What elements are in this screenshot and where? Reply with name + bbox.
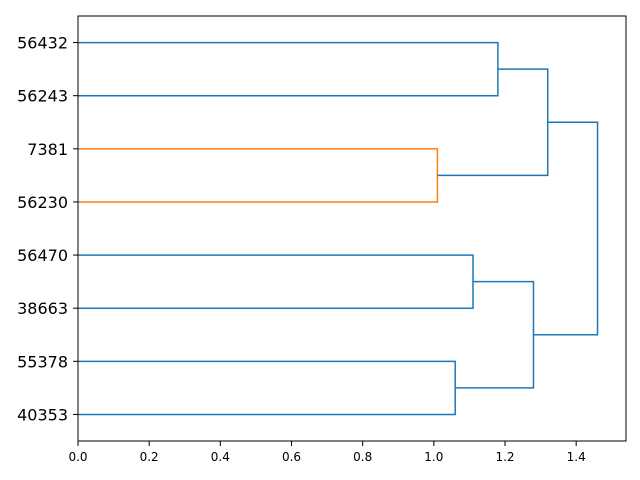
leaf-label: 7381 [27,140,68,159]
dendrogram-link [533,121,599,336]
links-layer [78,41,599,416]
leaf-label: 56470 [17,246,68,265]
x-tick-label: 0.8 [353,450,372,464]
leaf-label: 56243 [17,87,68,106]
dendrogram-link [78,254,474,309]
x-tick-label: 1.4 [567,450,586,464]
dendrogram-link [78,360,456,416]
dendrogram-link [455,280,535,389]
dendrogram-link [78,41,499,97]
leaf-label: 40353 [17,405,68,424]
leaf-label: 56230 [17,193,68,212]
x-tick-label: 0.4 [211,450,230,464]
axes-frame [77,15,627,442]
x-tick-label: 1.0 [424,450,443,464]
x-tick-label: 0.6 [282,450,301,464]
x-tick-label: 0.2 [140,450,159,464]
leaf-label: 38663 [17,299,68,318]
dendrogram-link [78,148,439,203]
leaf-axis: 56432 56243 7381 56230 56470 38663 55378 40353 [17,34,78,424]
leaf-label: 56432 [17,34,68,53]
x-axis: 0.0 0.2 0.4 0.6 0.8 1.0 1.2 1.4 [68,441,586,464]
x-tick-label: 1.2 [495,450,514,464]
x-tick-label: 0.0 [68,450,87,464]
dendrogram-link [437,68,549,177]
leaf-label: 55378 [17,352,68,371]
